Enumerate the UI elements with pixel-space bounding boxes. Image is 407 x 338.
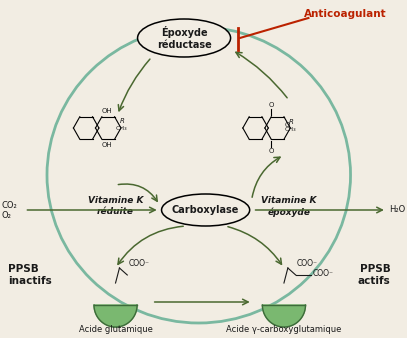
Text: O₂: O₂: [2, 212, 12, 220]
Text: CH₃: CH₃: [115, 126, 127, 131]
Text: OH: OH: [102, 142, 112, 148]
Text: PPSB
actifs: PPSB actifs: [358, 264, 391, 286]
Text: Anticoagulant: Anticoagulant: [304, 9, 386, 19]
Ellipse shape: [138, 19, 231, 57]
Text: Vitamine K
réduite: Vitamine K réduite: [88, 196, 143, 216]
Polygon shape: [94, 305, 137, 327]
Ellipse shape: [162, 194, 249, 226]
Polygon shape: [263, 305, 306, 327]
Text: Acide γ-carboxyglutamique: Acide γ-carboxyglutamique: [226, 325, 341, 335]
Text: COO⁻: COO⁻: [128, 260, 149, 268]
Text: COO⁻: COO⁻: [312, 268, 333, 277]
Text: R: R: [120, 118, 125, 124]
Text: Vitamine K
époxyde: Vitamine K époxyde: [261, 196, 317, 217]
Text: O: O: [284, 122, 290, 128]
Text: R: R: [289, 119, 294, 124]
Text: O: O: [269, 102, 274, 108]
Text: OH: OH: [102, 108, 112, 114]
Text: O: O: [269, 148, 274, 154]
Text: Époxyde
réductase: Époxyde réductase: [157, 26, 212, 50]
Text: PPSB
inactifs: PPSB inactifs: [8, 264, 52, 286]
Text: H₂O: H₂O: [389, 206, 405, 215]
Text: CH₃: CH₃: [284, 127, 296, 132]
Text: CO₂: CO₂: [2, 200, 18, 210]
Text: Acide glutamique: Acide glutamique: [79, 325, 153, 335]
Text: Carboxylase: Carboxylase: [172, 205, 239, 215]
Text: COO⁻: COO⁻: [297, 260, 318, 268]
